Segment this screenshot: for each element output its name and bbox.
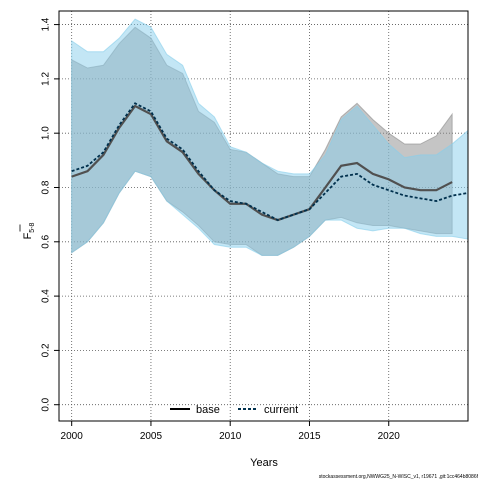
x-axis: 2000 2005 2010 2015 2020 — [61, 421, 401, 442]
band-current — [71, 18, 469, 256]
svg-text:F5-8: F5-8 — [22, 222, 36, 239]
x-tick-label: 2015 — [298, 431, 321, 442]
y-tick-label: 0.8 — [41, 180, 52, 194]
confidence-bands — [71, 18, 469, 256]
series-lines — [71, 102, 469, 222]
y-tick-label: 0.2 — [41, 343, 52, 357]
y-tick-label: 0.0 — [41, 397, 52, 411]
y-axis-label-main: F — [22, 232, 34, 239]
y-axis-label-sub: 5-8 — [29, 222, 36, 232]
y-tick-label: 1.2 — [41, 71, 52, 85]
line-base — [71, 104, 453, 222]
y-tick-label: 0.6 — [41, 234, 52, 248]
y-axis-label: F5-8 — [19, 222, 36, 239]
line-current — [71, 102, 469, 222]
footer-source: stockassessment.org,NWWG25_N-WISC_v1, r1… — [319, 474, 479, 480]
x-axis-label: Years — [250, 457, 278, 469]
x-tick-label: 2000 — [61, 431, 84, 442]
y-axis: 0.0 0.2 0.4 0.6 0.8 1.0 1.2 1.4 — [41, 17, 59, 412]
legend-label-current: current — [264, 404, 298, 416]
x-tick-label: 2020 — [378, 431, 401, 442]
y-tick-label: 1.0 — [41, 126, 52, 140]
x-tick-label: 2010 — [219, 431, 242, 442]
y-tick-label: 0.4 — [41, 289, 52, 303]
y-tick-label: 1.4 — [41, 17, 52, 31]
legend: base current — [170, 404, 298, 416]
plot-frame — [58, 10, 469, 422]
x-tick-label: 2005 — [140, 431, 163, 442]
legend-label-base: base — [196, 404, 220, 416]
